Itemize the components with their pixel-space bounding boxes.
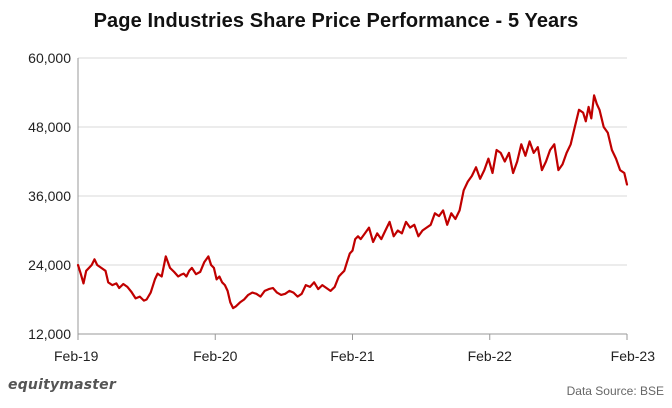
x-tick-label: Feb-20 xyxy=(193,348,238,364)
x-tick-label: Feb-23 xyxy=(611,348,656,364)
x-tick-label: Feb-22 xyxy=(468,348,513,364)
y-tick-label: 48,000 xyxy=(28,119,71,135)
y-tick-label: 24,000 xyxy=(28,257,71,273)
y-tick-label: 36,000 xyxy=(28,188,71,204)
gridlines xyxy=(78,57,627,266)
x-tick-label: Feb-21 xyxy=(330,348,375,364)
y-tick-label: 60,000 xyxy=(28,50,71,66)
equitymaster-logo: equitymaster xyxy=(8,377,116,393)
data-source-note: Data Source: BSE xyxy=(566,384,664,398)
chart-title: Page Industries Share Price Performance … xyxy=(93,10,579,32)
series xyxy=(76,94,629,310)
y-tick-label: 12,000 xyxy=(28,326,71,342)
x-tick-label: Feb-19 xyxy=(54,348,99,364)
y-axis-ticks: 12,000 24,000 36,000 48,000 60,000 xyxy=(28,50,71,342)
x-axis-ticks: Feb-19 Feb-20 Feb-21 Feb-22 Feb-23 xyxy=(54,334,655,364)
price-series-line xyxy=(76,94,629,310)
